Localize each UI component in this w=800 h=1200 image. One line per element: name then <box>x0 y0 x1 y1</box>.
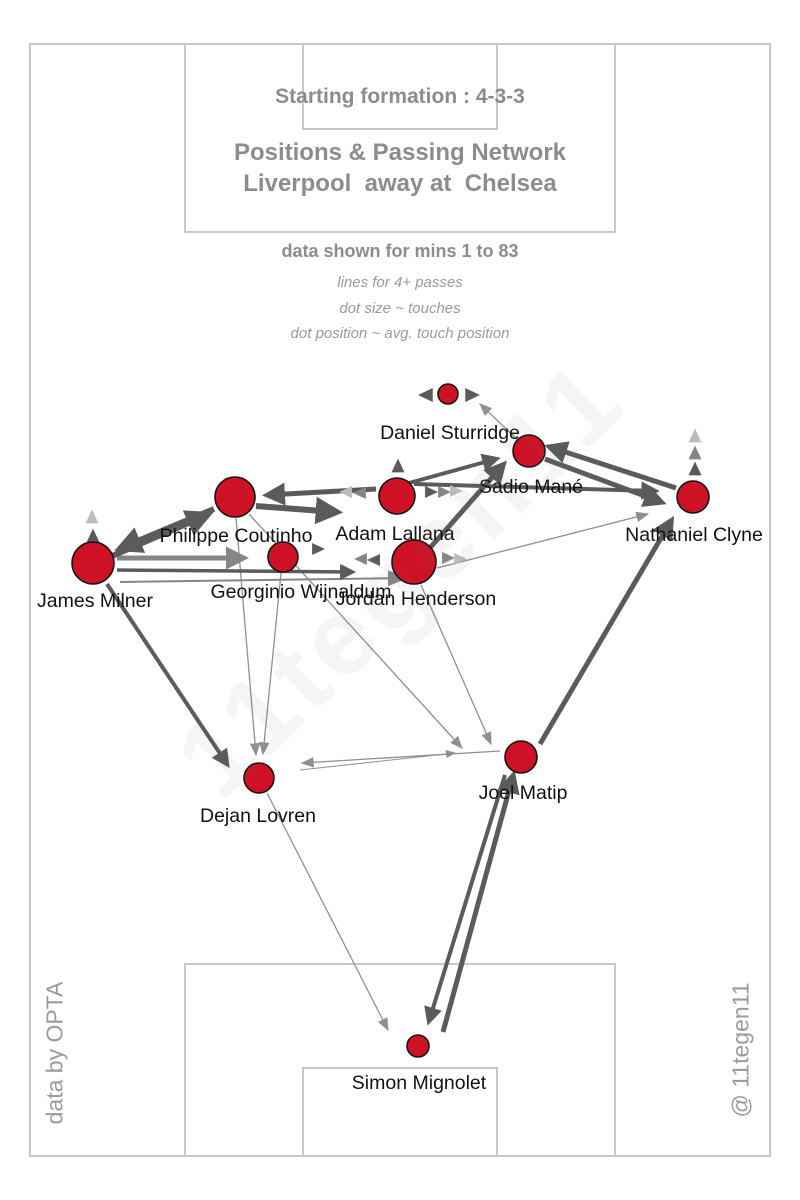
player-dot-henderson <box>391 539 437 585</box>
pass-edge-mane-clyne <box>544 456 667 507</box>
pass-edge-lallana-clyne <box>413 481 660 500</box>
player-label-mignolet: Simon Mignolet <box>352 1072 487 1094</box>
arrowhead-mark-right <box>465 388 480 402</box>
pass-edge-matip-lovren <box>300 750 501 768</box>
author-watermark: @ 11tegen11 <box>727 982 754 1118</box>
data-source-watermark: data by OPTA <box>41 981 68 1125</box>
legend-line-passes: lines for 4+ passes <box>337 274 463 291</box>
pass-edge-milner-henderson <box>119 570 408 587</box>
arrowhead-mark-right <box>450 485 463 497</box>
arrowhead-mark-right <box>438 486 451 498</box>
pass-edge-henderson-mane <box>427 460 507 551</box>
arrowhead-mark-up <box>688 461 702 476</box>
player-label-clyne: Nathaniel Clyne <box>625 524 763 546</box>
arrowhead-mark-up <box>85 509 99 524</box>
player-label-henderson: Jordan Henderson <box>336 588 496 610</box>
player-dot-mignolet <box>406 1034 430 1058</box>
player-label-coutinho: Philippe Coutinho <box>160 525 313 547</box>
pass-edge-milner-coutinho <box>110 510 214 559</box>
player-label-wijnaldum: Georginio Wijnaldum <box>211 581 392 603</box>
chart-title-line2: Liverpool away at Chelsea <box>243 170 557 197</box>
arrowhead-mark-up <box>86 528 100 543</box>
arrowhead-mark-right <box>442 552 455 564</box>
pass-edge-mignolet-matip <box>440 770 520 1033</box>
player-dot-sturridge <box>437 383 459 405</box>
arrowhead-mark-left <box>339 486 352 498</box>
player-dot-lallana <box>378 477 416 515</box>
arrowhead-mark-up <box>688 428 702 443</box>
player-dot-clyne <box>676 480 710 514</box>
pass-edge-lovren-mignolet <box>266 792 389 1032</box>
formation-label: Starting formation : 4-3-3 <box>275 85 525 108</box>
player-dot-coutinho <box>214 476 256 518</box>
player-dot-matip <box>504 740 538 774</box>
legend-dot-size: dot size ~ touches <box>339 300 461 317</box>
arrowhead-mark-left <box>353 487 366 499</box>
pass-edge-wijnaldum-lovren <box>258 572 282 756</box>
goal-box-bottom <box>302 1067 498 1157</box>
penalty-box-top <box>184 43 616 233</box>
player-dot-wijnaldum <box>267 541 299 573</box>
player-label-sturridge: Daniel Sturridge <box>380 422 520 444</box>
pass-edge-henderson-clyne <box>436 511 650 569</box>
player-dot-mane <box>512 434 546 468</box>
arrowhead-mark-left <box>354 553 367 565</box>
pass-edge-milner-lovren <box>105 582 230 768</box>
arrowhead-mark-left <box>418 388 433 402</box>
arrowhead-mark-up <box>391 458 405 473</box>
penalty-box-bottom <box>184 963 616 1157</box>
pass-edge-henderson-matip <box>420 584 492 746</box>
chart-title-line1: Positions & Passing Network <box>233 139 567 166</box>
arrowhead-mark-right <box>312 543 325 555</box>
pass-edge-coutinho-lallana <box>255 496 344 525</box>
goal-box-top <box>302 43 498 130</box>
legend-dot-position: dot position ~ avg. touch position <box>290 325 510 342</box>
arrowhead-mark-right <box>425 486 438 498</box>
player-label-matip: Joel Matip <box>479 782 568 804</box>
arrowhead-mark-right <box>454 553 467 565</box>
player-label-lallana: Adam Lallana <box>335 523 454 545</box>
minutes-subtitle: data shown for mins 1 to 83 <box>281 241 519 261</box>
pass-edge-lallana-mane <box>408 453 501 485</box>
pass-edge-milner-henderson <box>116 563 357 580</box>
player-label-mane: Sadio Mané <box>479 476 583 498</box>
player-label-milner: James Milner <box>37 590 153 612</box>
arrowhead-mark-left <box>367 554 380 566</box>
pass-edge-matip-clyne <box>537 515 675 746</box>
pass-edge-lallana-coutinho <box>262 482 377 506</box>
pass-edge-mane-sturridge <box>479 403 520 442</box>
player-label-lovren: Dejan Lovren <box>200 805 316 827</box>
player-dot-milner <box>71 541 115 585</box>
pass-edge-matip-mignolet <box>424 774 507 1026</box>
pass-edge-clyne-mane <box>544 441 677 491</box>
arrowhead-mark-up <box>688 445 702 460</box>
player-dot-lovren <box>243 762 275 794</box>
